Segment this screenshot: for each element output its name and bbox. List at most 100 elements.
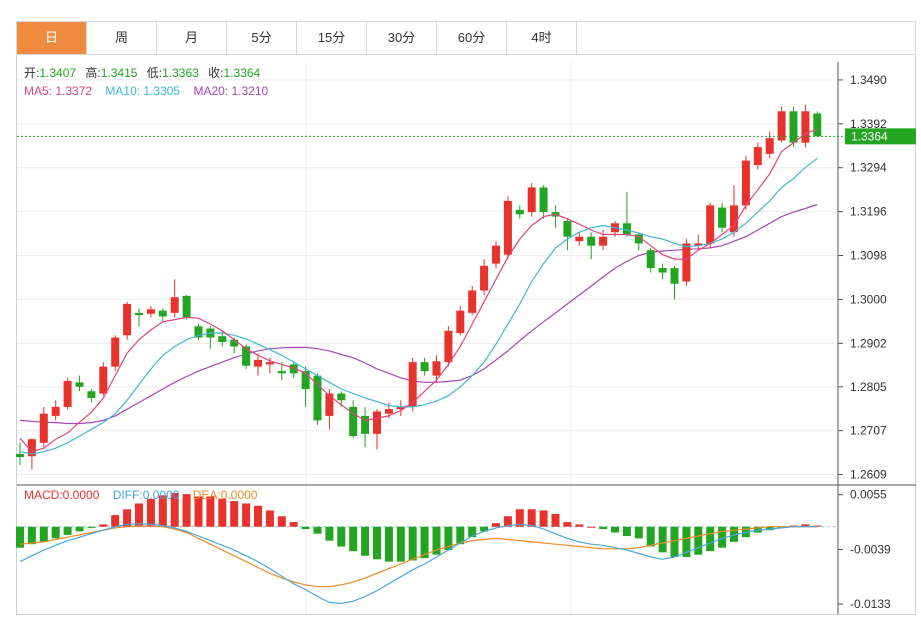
- price-tick-label: 1.2609: [850, 468, 887, 482]
- candle-body: [658, 268, 667, 273]
- candle-body: [373, 411, 381, 434]
- macd-bar: [420, 526, 429, 559]
- price-tick-label: 1.3196: [850, 205, 887, 219]
- macd-tick-label: 0.0055: [850, 488, 887, 502]
- candle-body: [361, 415, 370, 434]
- tab-week[interactable]: 周: [87, 22, 157, 54]
- tab-60min[interactable]: 60分: [437, 22, 507, 54]
- candle-body: [182, 295, 191, 318]
- macd-bar: [373, 526, 381, 560]
- tab-15min[interactable]: 15分: [297, 22, 367, 54]
- macd-bar: [432, 526, 441, 555]
- candle-body: [301, 371, 310, 390]
- candle-body: [289, 364, 298, 374]
- price-tick-label: 1.3098: [850, 249, 887, 263]
- macd-bar: [492, 523, 500, 527]
- macd-bar: [158, 495, 167, 527]
- candle-body: [432, 361, 441, 376]
- candle-body: [789, 111, 798, 143]
- macd-bar: [99, 524, 108, 527]
- candle-body: [99, 366, 108, 394]
- macd-bar: [63, 526, 72, 535]
- high-value: 1.3415: [101, 66, 138, 80]
- diff-legend-value: DIFF:0.0000: [113, 488, 180, 502]
- candle-body: [337, 393, 346, 401]
- tab-4hour[interactable]: 4时: [507, 22, 577, 54]
- chart-frame: [16, 55, 916, 615]
- macd-bar: [622, 526, 631, 537]
- candle-body: [622, 223, 631, 235]
- candle-body: [230, 339, 239, 347]
- candle-body: [682, 243, 691, 282]
- grid-lines: [17, 62, 916, 614]
- price-tick-label: 1.2902: [850, 336, 887, 350]
- price-tick-label: 1.3294: [850, 161, 887, 175]
- macd-bar: [218, 498, 227, 527]
- candle-body: [539, 187, 548, 213]
- macd-bar: [599, 526, 608, 530]
- macd-bar: [27, 526, 36, 545]
- dea-legend-value: DEA:0.0000: [193, 488, 258, 502]
- candle-body: [575, 236, 584, 242]
- candle-body: [384, 409, 393, 414]
- candle-body: [420, 362, 429, 372]
- price-tick-label: 1.2707: [850, 424, 887, 438]
- macd-bar: [206, 496, 215, 527]
- candle-body: [634, 234, 643, 244]
- candle-body: [706, 205, 715, 244]
- candle-body: [777, 111, 786, 141]
- macd-bar: [135, 503, 143, 527]
- macd-bar: [242, 503, 251, 527]
- tab-month[interactable]: 月: [157, 22, 227, 54]
- candles: [16, 104, 822, 470]
- candle-body: [527, 187, 536, 213]
- close-value: 1.3364: [224, 66, 261, 80]
- low-label: 低:: [147, 66, 162, 80]
- macd-bar: [325, 526, 334, 541]
- macd-bar: [670, 526, 679, 557]
- candle-body: [730, 205, 738, 233]
- macd-bar: [361, 526, 370, 556]
- ma5-legend: MA5: 1.3372: [24, 84, 92, 98]
- candle-body: [408, 362, 417, 407]
- candle-body: [801, 111, 810, 143]
- macd-bar: [75, 526, 84, 532]
- price-tick-label: 1.3490: [850, 73, 887, 87]
- candle-body: [146, 309, 155, 314]
- diff-path: [19, 523, 818, 605]
- tab-30min[interactable]: 30分: [367, 22, 437, 54]
- tab-day[interactable]: 日: [17, 22, 87, 54]
- candle-body: [563, 221, 572, 237]
- macd-bar: [551, 513, 560, 527]
- current-price-tag: [845, 128, 916, 145]
- candle-body: [313, 375, 322, 421]
- macd-bar: [611, 526, 619, 533]
- ma-lines: [19, 128, 818, 455]
- tab-5min[interactable]: 5分: [227, 22, 297, 54]
- candle-body: [670, 268, 679, 284]
- macd-bar: [575, 524, 584, 527]
- macd-bar: [146, 498, 155, 527]
- candle-body: [63, 380, 72, 407]
- candle-body: [718, 207, 727, 228]
- candle-body: [158, 310, 167, 317]
- candle-body: [599, 236, 608, 246]
- candle-body: [254, 359, 262, 367]
- macd-bar: [658, 526, 667, 553]
- candle-body: [587, 236, 596, 246]
- candle-body: [765, 138, 774, 154]
- open-label: 开:: [24, 66, 39, 80]
- price-axis: 1.3490 1.3392 1.3294 1.3196 1.3098 1.3000 1.29…: [838, 73, 891, 611]
- candle-body: [492, 245, 500, 264]
- macd-bar: [182, 494, 191, 527]
- macd-bar: [170, 492, 179, 527]
- candle-body: [51, 406, 60, 416]
- close-label: 收:: [208, 66, 223, 80]
- macd-panel: [16, 492, 838, 605]
- period-tabs: 日 周 月 5分 15分 30分 60分 4时: [16, 21, 916, 55]
- macd-tick-label: -0.0039: [850, 542, 891, 556]
- macd-legend: MACD:0.0000 DIFF:0.0000 DEA:0.0000: [24, 488, 258, 502]
- macd-bar: [277, 516, 286, 527]
- macd-bar: [194, 496, 203, 527]
